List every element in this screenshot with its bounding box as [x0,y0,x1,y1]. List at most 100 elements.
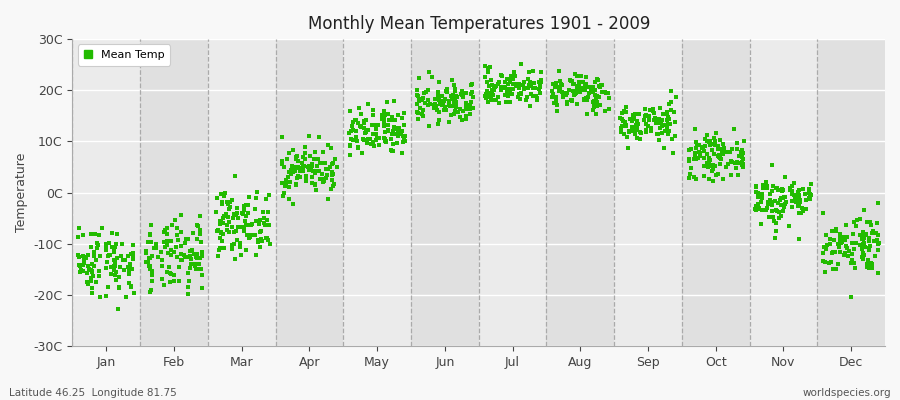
Point [101,284,115,290]
Point [80,280,94,287]
Point [364,122,379,129]
Point [795,205,809,212]
Point [143,266,157,272]
Point [498,85,512,92]
Point [76,260,91,266]
Point [654,123,669,130]
Point [574,73,589,79]
Point [707,163,722,170]
Point [412,98,427,104]
Point [858,244,872,250]
Point [655,123,670,129]
Point [464,88,479,95]
Point [222,219,237,226]
Point [567,92,581,98]
Point [446,94,461,100]
Point [590,76,604,82]
Point [778,194,792,200]
Point [397,137,411,144]
Point [691,142,706,148]
Point [735,152,750,159]
Point [81,263,95,269]
Point [590,110,604,117]
Point [323,145,338,152]
Point [841,253,855,259]
Point [759,179,773,185]
Point [555,82,570,88]
Point [82,266,96,272]
Point [155,257,169,264]
Point [164,271,178,277]
Point [769,235,783,241]
Point [590,95,604,101]
Point [86,249,101,255]
Point [76,253,90,259]
Point [119,294,133,300]
Point [869,237,884,243]
Point [660,124,674,130]
Point [710,171,724,177]
Point [863,264,878,271]
Point [240,202,255,208]
Point [377,129,392,136]
Point [514,60,528,67]
Point [436,107,451,113]
Point [361,136,375,142]
Point [159,225,174,232]
Point [654,130,669,136]
Point [832,235,847,241]
Point [259,217,274,223]
Point [512,95,526,102]
Point [625,124,639,130]
Point [194,253,209,259]
Point [279,180,293,186]
Bar [682,39,750,346]
Point [711,152,725,159]
Point [802,190,816,196]
Point [660,123,674,129]
Point [84,275,98,281]
Point [506,86,520,92]
Point [181,254,195,260]
Point [534,79,548,86]
Point [215,220,230,226]
Point [112,274,126,280]
Point [729,146,743,152]
Point [275,159,290,165]
Point [174,212,188,218]
Point [839,243,853,249]
Point [379,138,393,145]
Point [237,228,251,234]
Point [769,207,783,214]
Point [157,282,171,288]
Point [763,197,778,203]
Point [554,78,568,84]
Point [816,210,831,216]
Point [682,155,697,162]
Point [644,107,658,113]
Point [108,259,122,266]
Point [124,284,139,290]
Point [701,139,716,145]
Point [352,104,366,111]
Point [702,176,716,182]
Point [360,140,374,146]
Point [628,130,643,137]
Point [410,87,425,94]
Point [594,82,608,88]
Point [117,267,131,273]
Point [650,120,664,126]
Point [320,166,334,172]
Point [374,112,389,119]
Point [290,152,304,159]
Point [478,74,492,80]
Point [832,249,847,255]
Point [622,128,636,134]
Point [849,240,863,246]
Point [785,197,799,204]
Point [343,152,357,158]
Point [556,93,571,100]
Point [189,266,203,272]
Point [639,121,653,128]
Point [709,130,724,136]
